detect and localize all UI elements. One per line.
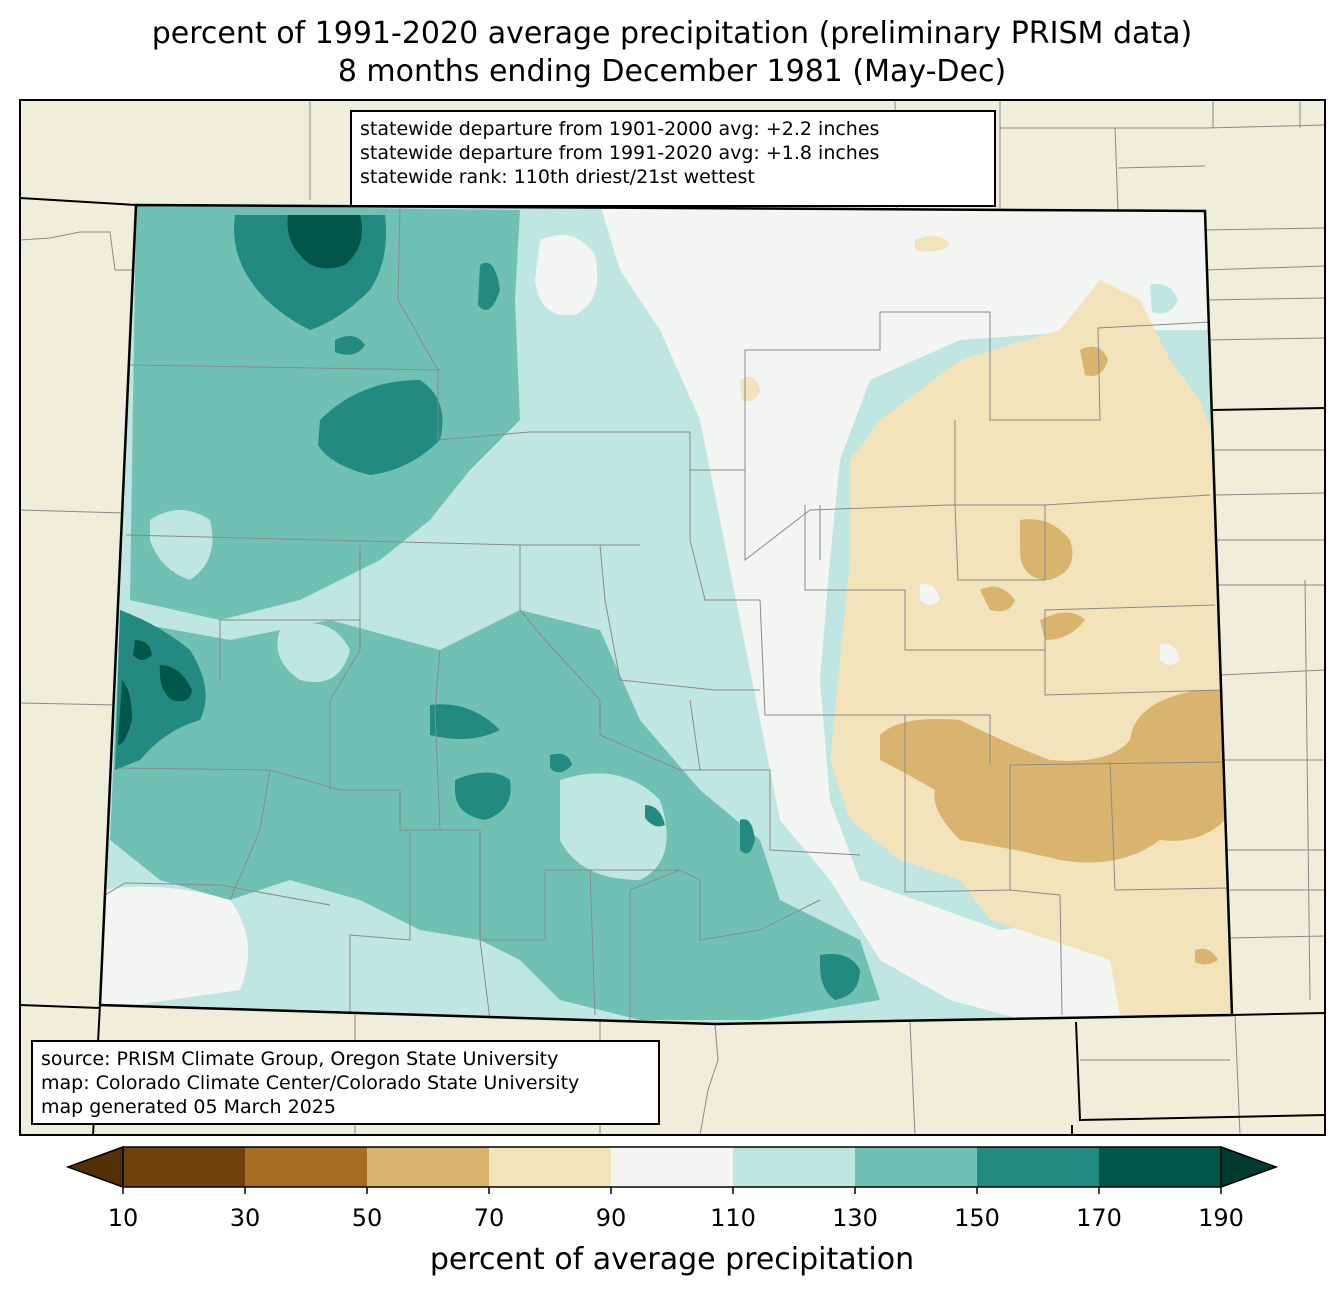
source-credit: source: PRISM Climate Group, Oregon Stat… [41, 1048, 559, 1070]
colorbar-tick-label: 30 [229, 1204, 261, 1232]
map-frame [19, 99, 1326, 1136]
colorbar-label: percent of average precipitation [429, 1242, 915, 1277]
colorbar-tick-label: 50 [351, 1204, 383, 1232]
map-title-line1: percent of 1991-2020 average precipitati… [151, 16, 1193, 51]
colorbar-bin-70-90 [489, 1147, 612, 1187]
colorado-state-boundary [98, 203, 1234, 1026]
colorbar-tick-label: 10 [107, 1204, 139, 1232]
colorbar [65, 1145, 1279, 1194]
colorbar-tick-label: 110 [710, 1204, 756, 1232]
map-credit: map: Colorado Climate Center/Colorado St… [41, 1072, 580, 1094]
colorbar-bin-170-190 [1099, 1147, 1222, 1187]
colorbar-tick-label: 190 [1198, 1204, 1244, 1232]
colorbar-bin-10-30 [123, 1147, 246, 1187]
colorbar-tick-label: 130 [832, 1204, 878, 1232]
colorbar-bin-150-170 [977, 1147, 1100, 1187]
source-box: source: PRISM Climate Group, Oregon Stat… [31, 1040, 660, 1125]
county-boundaries [104, 205, 1229, 1021]
stats-departure-1991: statewide departure from 1991-2020 avg: … [360, 142, 880, 164]
colorbar-bin-90-110 [611, 1147, 734, 1187]
colorbar-over-arrow [1220, 1145, 1279, 1189]
statewide-stats-box: statewide departure from 1901-2000 avg: … [350, 110, 996, 207]
map-title-line2: 8 months ending December 1981 (May-Dec) [337, 54, 1007, 89]
colorbar-tick-label: 170 [1076, 1204, 1122, 1232]
colorbar-tick-label: 90 [595, 1204, 627, 1232]
stats-departure-1901: statewide departure from 1901-2000 avg: … [360, 118, 880, 140]
colorbar-bin-30-50 [245, 1147, 368, 1187]
stats-rank: statewide rank: 110th driest/21st wettes… [360, 166, 755, 188]
colorbar-bin-50-70 [367, 1147, 490, 1187]
map-generated-date: map generated 05 March 2025 [41, 1096, 336, 1118]
precipitation-field [100, 205, 1232, 1024]
colorbar-under-arrow [65, 1145, 124, 1189]
colorbar-tick-label: 70 [473, 1204, 505, 1232]
colorbar-bin-110-130 [733, 1147, 856, 1187]
colorbar-bin-130-150 [855, 1147, 978, 1187]
colorbar-tick-label: 150 [954, 1204, 1000, 1232]
